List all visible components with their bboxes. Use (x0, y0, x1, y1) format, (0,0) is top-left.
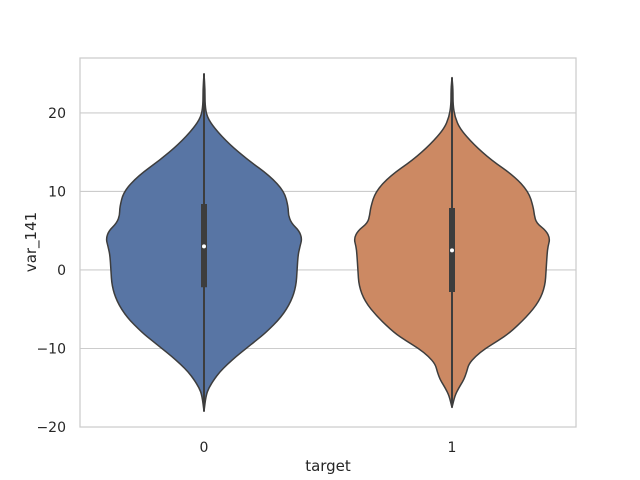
violins (105, 72, 551, 413)
y-axis-label: var_141 (22, 212, 41, 272)
y-tick-labels: 20 10 0 −10 −20 (36, 106, 66, 436)
y-tick-label: 0 (57, 263, 66, 279)
y-tick-label: −10 (36, 341, 66, 357)
y-tick-label: 10 (48, 184, 66, 200)
x-tick-label: 1 (448, 440, 457, 456)
x-axis-label: target (305, 457, 351, 475)
violin-median-1 (450, 248, 454, 253)
y-tick-label: −20 (36, 420, 66, 436)
y-tick-label: 20 (48, 106, 66, 122)
x-tick-label: 0 (200, 440, 209, 456)
violin-median-0 (202, 244, 206, 249)
plot-frame (79, 57, 577, 428)
